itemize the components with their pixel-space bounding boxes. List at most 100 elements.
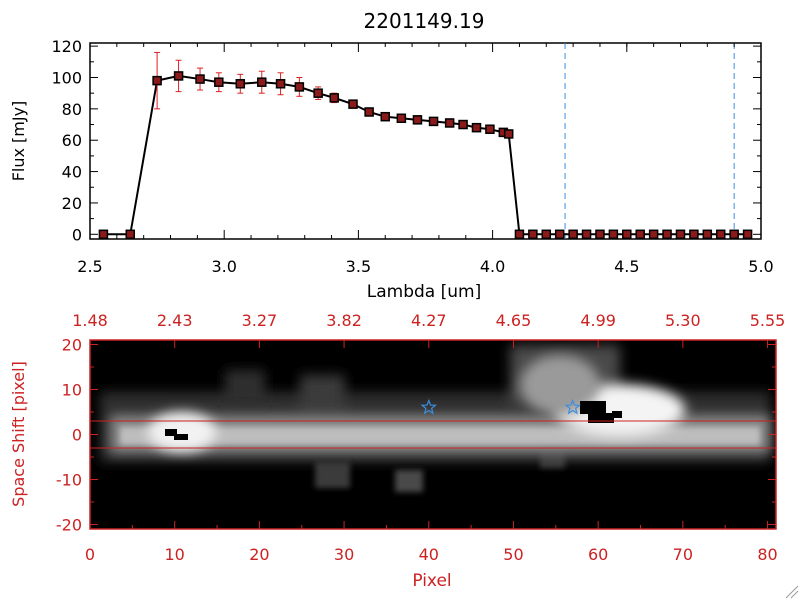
x-tick-label: 3.0 [211,257,236,276]
y-axis-label: Flux [mJy] [9,101,28,182]
data-point [541,229,552,240]
data-point [689,229,699,240]
image-top-tick-label: 1.48 [72,311,108,330]
image-y-axis-label: Space Shift [pixel] [9,361,28,507]
data-point [396,113,407,124]
data-point [675,229,686,240]
lower-blob-2 [395,470,423,492]
data-point [98,229,109,240]
image-top-tick-label: 3.82 [326,311,362,330]
data-point [715,229,726,240]
data-point [125,229,136,240]
x-axis-ticks: 2.5 3.0 3.5 4.0 4.5 5.0 [77,43,774,276]
saturated-pixels-left-2 [174,434,188,440]
saturated-pixels-left [165,429,177,436]
data-point [648,229,659,240]
image-top-tick-label: 5.55 [750,311,786,330]
data-point [348,99,358,109]
image-top-tick-label: 4.99 [580,311,616,330]
image-top-tick-label: 4.65 [496,311,532,330]
left-clump [225,370,265,405]
x-tick-label: 5.0 [748,257,773,276]
chart-title: 2201149.19 [364,9,485,33]
image-y-tick-label: -10 [56,471,82,490]
image-x-tick-label: 10 [165,545,185,564]
data-point [313,88,323,98]
image-top-tick-label: 3.27 [242,311,278,330]
data-point [444,118,455,128]
image-x-tick-label: 60 [588,545,608,564]
data-point [662,229,672,240]
spectrum-panel: 2201149.19 0 20 40 60 80 100 120 2.5 3.0 3.5 4.0 4… [9,9,774,302]
image-y-tick-label: 0 [72,426,82,445]
star-icon [564,398,582,415]
image-x-tick-label: 70 [673,545,693,564]
data-point [380,111,390,122]
y-tick-label: 40 [62,163,82,182]
y-tick-label: 120 [51,37,82,56]
right-plume [520,355,600,415]
data-point [729,229,739,240]
image-x-tick-label: 50 [503,545,523,564]
data-point [214,77,224,87]
data-point [257,77,267,87]
data-point [742,229,753,240]
data-point [514,229,525,240]
image-x-tick-label: 20 [249,545,269,564]
star-icon [420,398,438,415]
data-point [595,229,605,240]
data-point [608,229,619,240]
image-top-tick-label: 5.30 [665,311,701,330]
vertical-marker-lines [564,43,735,239]
lower-blob-1 [315,462,350,488]
x-tick-label: 4.0 [480,257,505,276]
flux-series [98,51,753,240]
image-x-tick-label: 30 [334,545,354,564]
x-tick-label: 2.5 [77,257,102,276]
x-tick-label: 4.5 [614,257,639,276]
left-bright-knot [148,412,216,452]
image-x-axis-ticks: 0 10 20 30 40 50 60 70 80 [85,521,778,564]
data-point [622,229,632,240]
saturated-pixels-right-2 [588,413,614,423]
mid-clump [300,375,345,415]
image-panel: -20 -10 0 10 20 0 10 20 30 40 50 60 70 80 1.48 2.43 3.… [9,311,785,591]
x-axis-label: Lambda [um] [367,282,481,302]
data-point [329,93,339,103]
data-point [471,122,482,133]
data-point [702,229,713,240]
trace-core [120,427,760,445]
lower-blob-3 [540,450,565,468]
image-intensity [100,345,770,492]
data-point [503,129,514,139]
saturated-pixels-right [580,401,606,414]
y-tick-label: 100 [51,68,82,87]
data-point [152,75,162,86]
data-point [275,79,286,89]
y-tick-label: 20 [62,194,82,213]
y-axis-ticks: 0 20 40 60 80 100 120 [51,37,761,244]
data-point [173,71,184,81]
data-point [294,82,305,92]
image-x-axis-label: Pixel [412,571,451,591]
spectrum-plot-frame [89,42,762,240]
data-point [568,229,578,240]
data-point [635,229,645,240]
image-top-axis-ticks: 1.48 2.43 3.27 3.82 4.27 4.65 4.99 5.30 5.55 [72,311,785,348]
saturated-pixels-right-3 [612,411,622,418]
image-x-tick-label: 40 [419,545,439,564]
resize-grip-icon[interactable] [785,585,799,599]
y-tick-label: 80 [62,100,82,119]
y-tick-label: 0 [72,225,82,244]
image-x-tick-label: 80 [757,545,777,564]
x-tick-label: 3.5 [346,257,371,276]
flux-line [103,74,748,236]
data-point [364,107,374,117]
image-y-tick-label: -20 [56,516,82,535]
y-tick-label: 60 [62,131,82,150]
data-point [428,116,439,127]
data-point [528,229,538,240]
data-point [485,124,495,134]
image-x-tick-label: 0 [85,545,95,564]
